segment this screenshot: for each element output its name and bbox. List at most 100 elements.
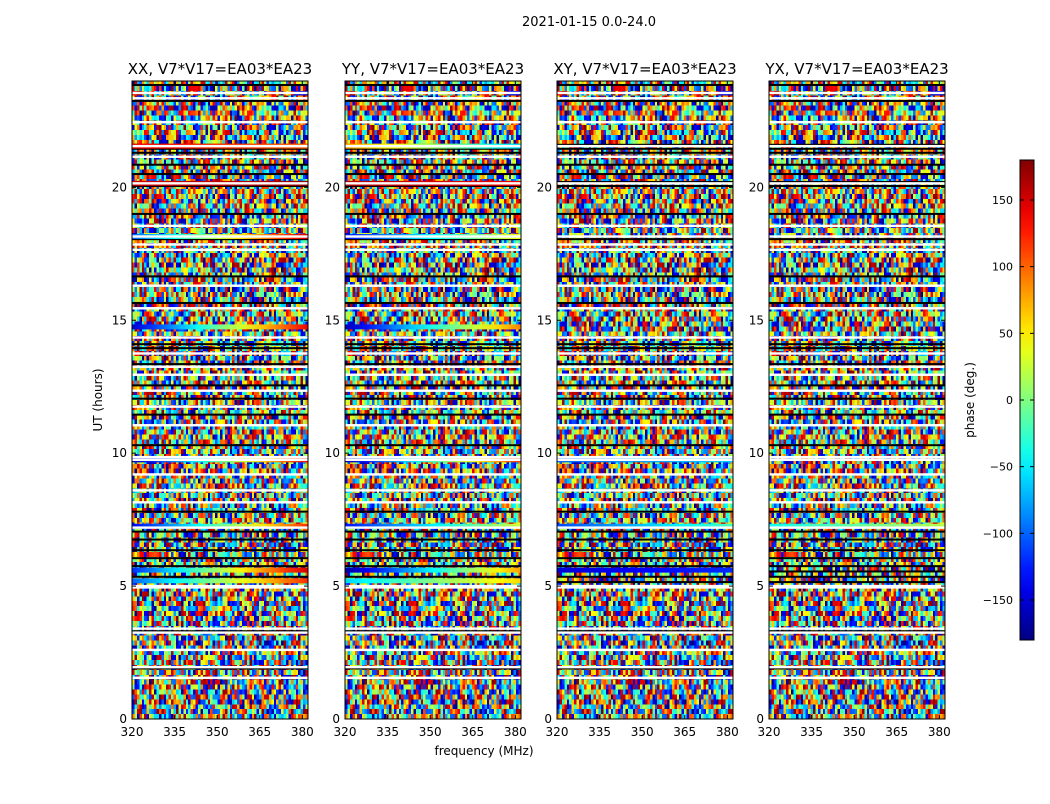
flagged-row: [769, 489, 945, 492]
flagged-row: [769, 365, 945, 368]
y-tick-label: 0: [756, 712, 764, 726]
flagged-row: [132, 284, 308, 287]
y-tick-label: 15: [325, 313, 340, 327]
y-tick-label: 15: [537, 313, 552, 327]
colorbar-tick-label: −50: [990, 461, 1013, 474]
flagged-row: [769, 336, 945, 339]
dark-row: [132, 384, 308, 387]
flagged-row: [769, 97, 945, 100]
dark-row: [345, 363, 521, 366]
dark-row: [557, 143, 733, 146]
flagged-row: [132, 235, 308, 238]
dark-row: [557, 549, 733, 552]
dark-row: [132, 147, 308, 150]
colorbar-tick-label: 50: [999, 327, 1013, 340]
x-tick-label: 350: [843, 725, 866, 739]
dark-row: [132, 538, 308, 541]
dark-row: [345, 147, 521, 150]
dark-row: [557, 163, 733, 166]
flagged-row: [132, 424, 308, 427]
x-tick-label: 335: [800, 725, 823, 739]
dark-row: [132, 510, 308, 513]
flagged-row: [769, 627, 945, 630]
dark-row: [345, 444, 521, 447]
dark-row: [132, 185, 308, 188]
dark-row: [557, 444, 733, 447]
dark-row: [345, 185, 521, 188]
x-tick-label: 380: [291, 725, 314, 739]
phase-noise-image: [345, 81, 521, 719]
dark-row: [557, 667, 733, 670]
flagged-row: [132, 243, 308, 246]
dark-row: [769, 301, 945, 304]
dark-row: [769, 363, 945, 366]
flagged-row: [769, 235, 945, 238]
dark-row: [769, 143, 945, 146]
dark-row: [557, 275, 733, 278]
flagged-row: [557, 676, 733, 679]
flagged-row: [345, 336, 521, 339]
dark-row: [132, 557, 308, 560]
dark-row: [557, 99, 733, 102]
panel-frame: [131, 80, 309, 720]
dark-row: [132, 667, 308, 670]
flagged-row: [769, 144, 945, 148]
dark-row: [132, 347, 308, 350]
dark-row: [769, 275, 945, 278]
y-tick-label: 5: [332, 579, 340, 593]
flagged-row: [345, 352, 521, 355]
flagged-row: [557, 424, 733, 427]
dark-row: [345, 538, 521, 541]
dark-row: [769, 173, 945, 176]
dark-row: [345, 163, 521, 166]
coherent-phase-band: [132, 578, 308, 584]
y-tick-label: 5: [756, 579, 764, 593]
dark-row: [769, 538, 945, 541]
dark-row: [769, 212, 945, 215]
x-tick-label: 320: [121, 725, 144, 739]
coherent-phase-band: [345, 324, 521, 330]
y-tick-label: 10: [749, 446, 764, 460]
coherent-phase-band: [132, 523, 308, 529]
flagged-row: [345, 458, 521, 462]
flagged-row: [769, 458, 945, 462]
panel-title: YY, V7*V17=EA03*EA23: [341, 60, 524, 78]
panel-frame: [344, 80, 522, 720]
y-tick-label: 20: [537, 180, 552, 194]
dark-row: [557, 181, 733, 184]
x-tick-label: 320: [758, 725, 781, 739]
flagged-row: [345, 91, 521, 95]
flagged-row: [557, 455, 733, 459]
flagged-row: [345, 405, 521, 408]
flagged-row: [557, 586, 733, 589]
colorbar: −150 −100 −50 0 50 100 150: [983, 159, 1035, 641]
flagged-row: [557, 631, 733, 634]
flagged-row: [345, 627, 521, 630]
flagged-row: [557, 224, 733, 228]
flagged-row: [132, 144, 308, 148]
flagged-row: [769, 501, 945, 504]
flagged-row: [132, 224, 308, 228]
flagged-row: [557, 365, 733, 368]
coherent-phase-band: [769, 523, 945, 529]
dark-row: [769, 413, 945, 416]
dark-row: [345, 301, 521, 304]
panel-yx: YX, V7*V17=EA03*EA23 320 335 350 365 380 0 5 10 1…: [749, 60, 951, 739]
panel-xx: XX, V7*V17=EA03*EA23 320 335 350 365 380 0 5 10 1…: [112, 60, 314, 739]
y-axis-label: UT (hours): [91, 368, 105, 431]
x-tick-label: 365: [461, 725, 484, 739]
dark-row: [345, 549, 521, 552]
flagged-row: [345, 365, 521, 368]
flagged-row: [345, 665, 521, 669]
dark-row: [345, 83, 521, 86]
flagged-row: [769, 373, 945, 376]
flagged-row: [557, 248, 733, 252]
coherent-phase-band: [345, 523, 521, 529]
panel-frame: [768, 80, 946, 720]
panel-title: XY, V7*V17=EA03*EA23: [553, 60, 736, 78]
x-tick-label: 335: [376, 725, 399, 739]
flagged-row: [557, 121, 733, 124]
dark-row: [557, 384, 733, 387]
flagged-row: [132, 665, 308, 669]
